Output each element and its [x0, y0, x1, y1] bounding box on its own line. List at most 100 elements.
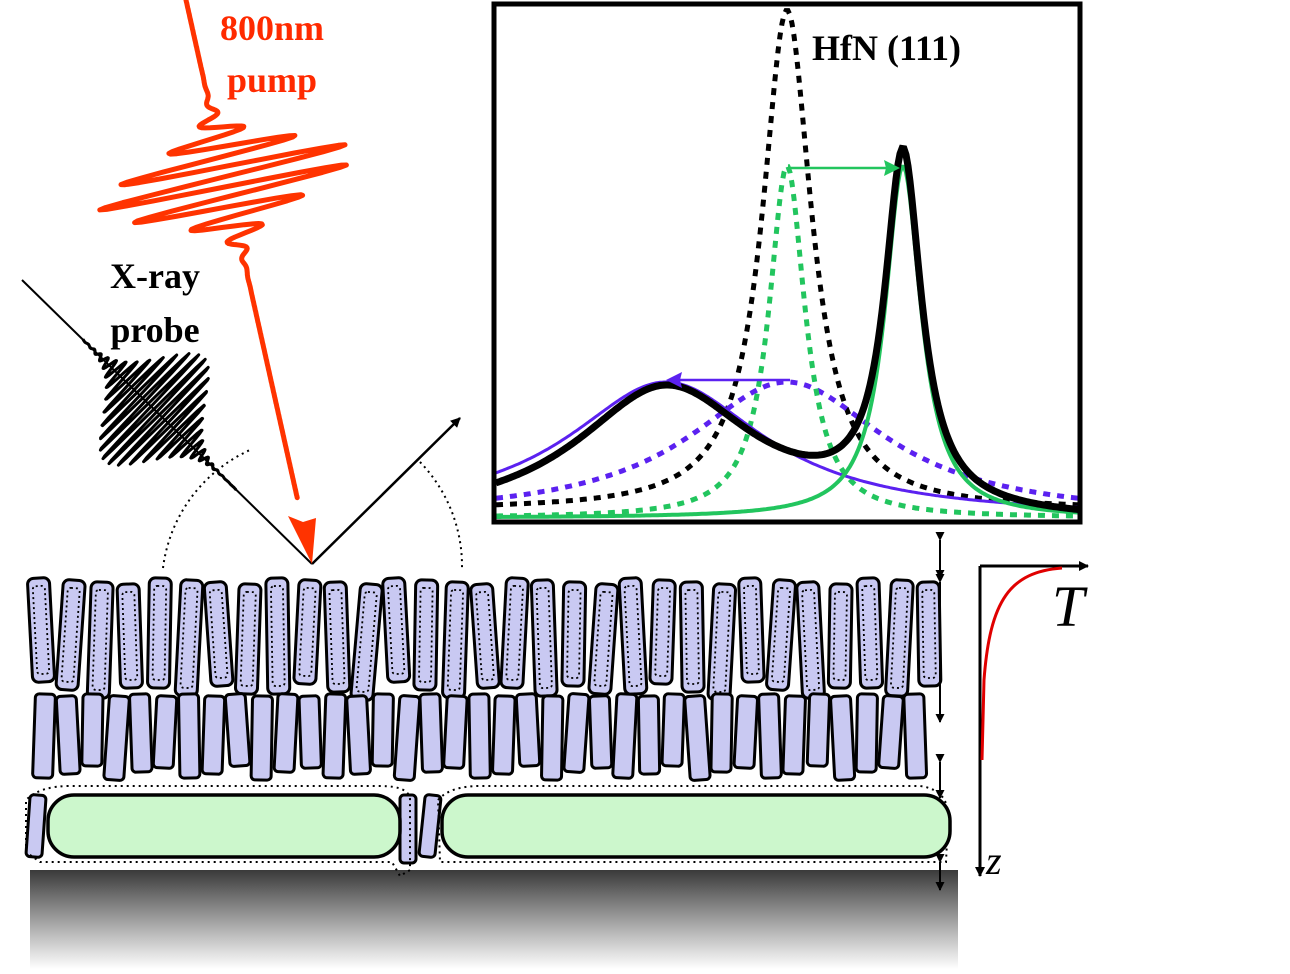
columnar-grain	[223, 692, 252, 768]
bottom-layer	[24, 785, 952, 878]
grain-core-outline	[475, 590, 495, 682]
columnar-grain	[491, 694, 517, 776]
columnar-grain	[31, 692, 57, 780]
pump-beam	[97, 0, 349, 564]
grain-core-outline	[505, 585, 524, 681]
island-outline-dotted	[25, 785, 411, 878]
columnar-grain	[292, 578, 323, 686]
grain-core-outline	[446, 589, 464, 691]
exit-angle-arc	[419, 461, 464, 569]
columnar-grain	[272, 692, 300, 774]
columnar-grain	[826, 582, 854, 690]
depth-axis-label: z	[985, 838, 1002, 883]
columnar-grain	[757, 692, 783, 780]
columnar-grain	[177, 692, 202, 780]
columnar-grain	[678, 580, 706, 694]
grain-core-outline	[771, 586, 791, 684]
columnar-grain	[829, 694, 857, 782]
xray-beam	[21, 279, 464, 569]
columnar-grain	[855, 576, 885, 690]
middle-grain-layer	[31, 692, 929, 782]
columnar-grain	[617, 576, 649, 696]
probe-label-line1: X-ray	[110, 256, 200, 296]
grain-core-outline	[801, 589, 820, 691]
columnar-grain	[54, 578, 87, 692]
columnar-grain	[173, 578, 205, 698]
columnar-grain	[146, 576, 173, 690]
columnar-grain	[80, 692, 105, 768]
columnar-grain	[587, 582, 620, 696]
small-grain	[24, 793, 48, 859]
columnar-grain	[884, 578, 915, 698]
small-grain	[417, 793, 443, 859]
grain-core-outline	[712, 591, 732, 693]
columnar-grain	[737, 576, 766, 684]
columnar-grain	[636, 694, 662, 776]
grain-core-outline	[91, 589, 109, 691]
grain-core-outline	[832, 591, 848, 681]
inset-frame	[491, 1, 1083, 525]
columnar-grain	[392, 694, 422, 782]
columnar-grain	[202, 580, 235, 688]
columnar-grain	[587, 694, 614, 770]
columnar-grain	[781, 694, 807, 776]
columnar-grain	[151, 694, 179, 770]
columnar-grain	[660, 692, 686, 768]
columnar-grain	[540, 694, 565, 782]
top-grain-layer	[26, 576, 943, 702]
columnar-grain	[683, 694, 712, 782]
diffracted-xray-arrow	[311, 417, 461, 565]
grain-core-outline	[535, 587, 553, 689]
columnar-grain	[54, 694, 82, 776]
pump-arrowhead	[288, 516, 316, 564]
grain-core-outline	[684, 589, 700, 685]
columnar-grain	[902, 692, 929, 780]
diffraction-inset: HfN (111)	[491, 1, 1083, 525]
grain-core-outline	[31, 584, 51, 676]
columnar-grain	[233, 582, 263, 696]
grain-core-outline	[743, 585, 760, 675]
columnar-grain	[249, 694, 274, 782]
columnar-grain	[200, 694, 227, 776]
grain-core-outline	[861, 585, 879, 681]
temperature-axis-label: T	[1052, 574, 1088, 639]
grain-core-outline	[921, 589, 937, 679]
grain-core-outline	[298, 586, 317, 678]
inset-frame-bg	[494, 4, 1080, 522]
grain-core-outline	[387, 584, 406, 676]
columnar-grain	[115, 582, 144, 690]
crystal-island	[46, 793, 402, 859]
grain-core-outline	[418, 587, 434, 683]
columnar-grain	[765, 578, 797, 692]
columnar-grain	[321, 692, 348, 780]
peak-label: HfN (111)	[812, 28, 961, 68]
columnar-grain	[915, 580, 943, 688]
grain-core-outline	[623, 585, 643, 687]
columnar-grain	[709, 692, 734, 774]
columnar-grain	[732, 694, 759, 770]
grain-core-outline	[270, 585, 286, 687]
columnar-grain	[349, 582, 384, 702]
pump-label-line1: 800nm	[220, 8, 324, 48]
columnar-grain	[877, 694, 905, 770]
incidence-angle-arc	[162, 449, 251, 569]
pump-label-line2: pump	[227, 60, 317, 100]
columnar-grain	[26, 576, 56, 684]
columnar-grain	[128, 692, 154, 774]
substrate	[30, 870, 958, 969]
shifted-narrow-peak	[496, 164, 1079, 519]
columnar-grain	[370, 692, 395, 768]
grain-core-outline	[654, 587, 671, 677]
crystal-island	[440, 793, 952, 859]
columnar-grain	[322, 580, 352, 694]
columnar-grain	[469, 582, 501, 690]
shifted-total-peak	[494, 144, 1079, 513]
grain-core-outline	[355, 591, 378, 693]
columnar-grain	[854, 692, 879, 774]
grain-core-outline	[208, 588, 229, 680]
grain-core-outline	[151, 585, 168, 681]
columnar-grain	[467, 692, 492, 780]
columnar-grain	[499, 576, 530, 690]
columnar-grain	[345, 694, 372, 776]
